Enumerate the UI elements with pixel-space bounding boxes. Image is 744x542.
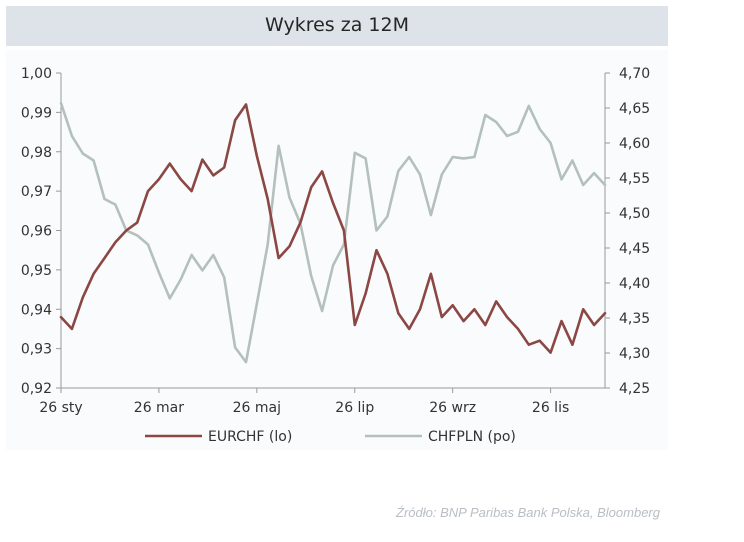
left-tick-label: 1,00 [21, 66, 52, 82]
x-tick-label: 26 wrz [429, 400, 476, 416]
x-tick-label: 26 mar [134, 400, 184, 416]
series-line-eurchf [59, 103, 607, 354]
right-tick-label: 4,50 [619, 206, 650, 222]
right-tick-label: 4,30 [619, 346, 650, 362]
series-line-chfpln [59, 101, 607, 364]
legend-eurchf-label: EURCHF (lo) [208, 429, 292, 445]
x-tick-label: 26 lip [335, 400, 374, 416]
right-tick-label: 4,70 [619, 66, 650, 82]
source-note: Źródło: BNP Paribas Bank Polska, Bloombe… [396, 505, 660, 520]
left-tick-label: 0,99 [21, 105, 52, 121]
x-tick-label: 26 maj [233, 400, 281, 416]
chart-title: Wykres za 12M [265, 14, 409, 36]
right-tick-label: 4,40 [619, 276, 650, 292]
right-tick-label: 4,35 [619, 311, 650, 327]
chart-title-bar: Wykres za 12M [6, 6, 668, 46]
left-tick-label: 0,92 [21, 381, 52, 397]
legend-chfpln-label: CHFPLN (po) [428, 429, 516, 445]
right-tick-label: 4,45 [619, 241, 650, 257]
left-tick-label: 0,96 [21, 224, 52, 240]
plot-background [6, 50, 668, 450]
left-tick-label: 0,98 [21, 145, 52, 161]
left-tick-label: 0,95 [21, 263, 52, 279]
right-tick-label: 4,55 [619, 171, 650, 187]
left-tick-label: 0,94 [21, 302, 52, 318]
right-tick-label: 4,60 [619, 136, 650, 152]
x-tick-label: 26 lis [532, 400, 569, 416]
left-tick-label: 0,97 [21, 184, 52, 200]
right-tick-label: 4,65 [619, 101, 650, 117]
left-tick-label: 0,93 [21, 342, 52, 358]
x-tick-label: 26 sty [39, 400, 82, 416]
right-tick-label: 4,25 [619, 381, 650, 397]
